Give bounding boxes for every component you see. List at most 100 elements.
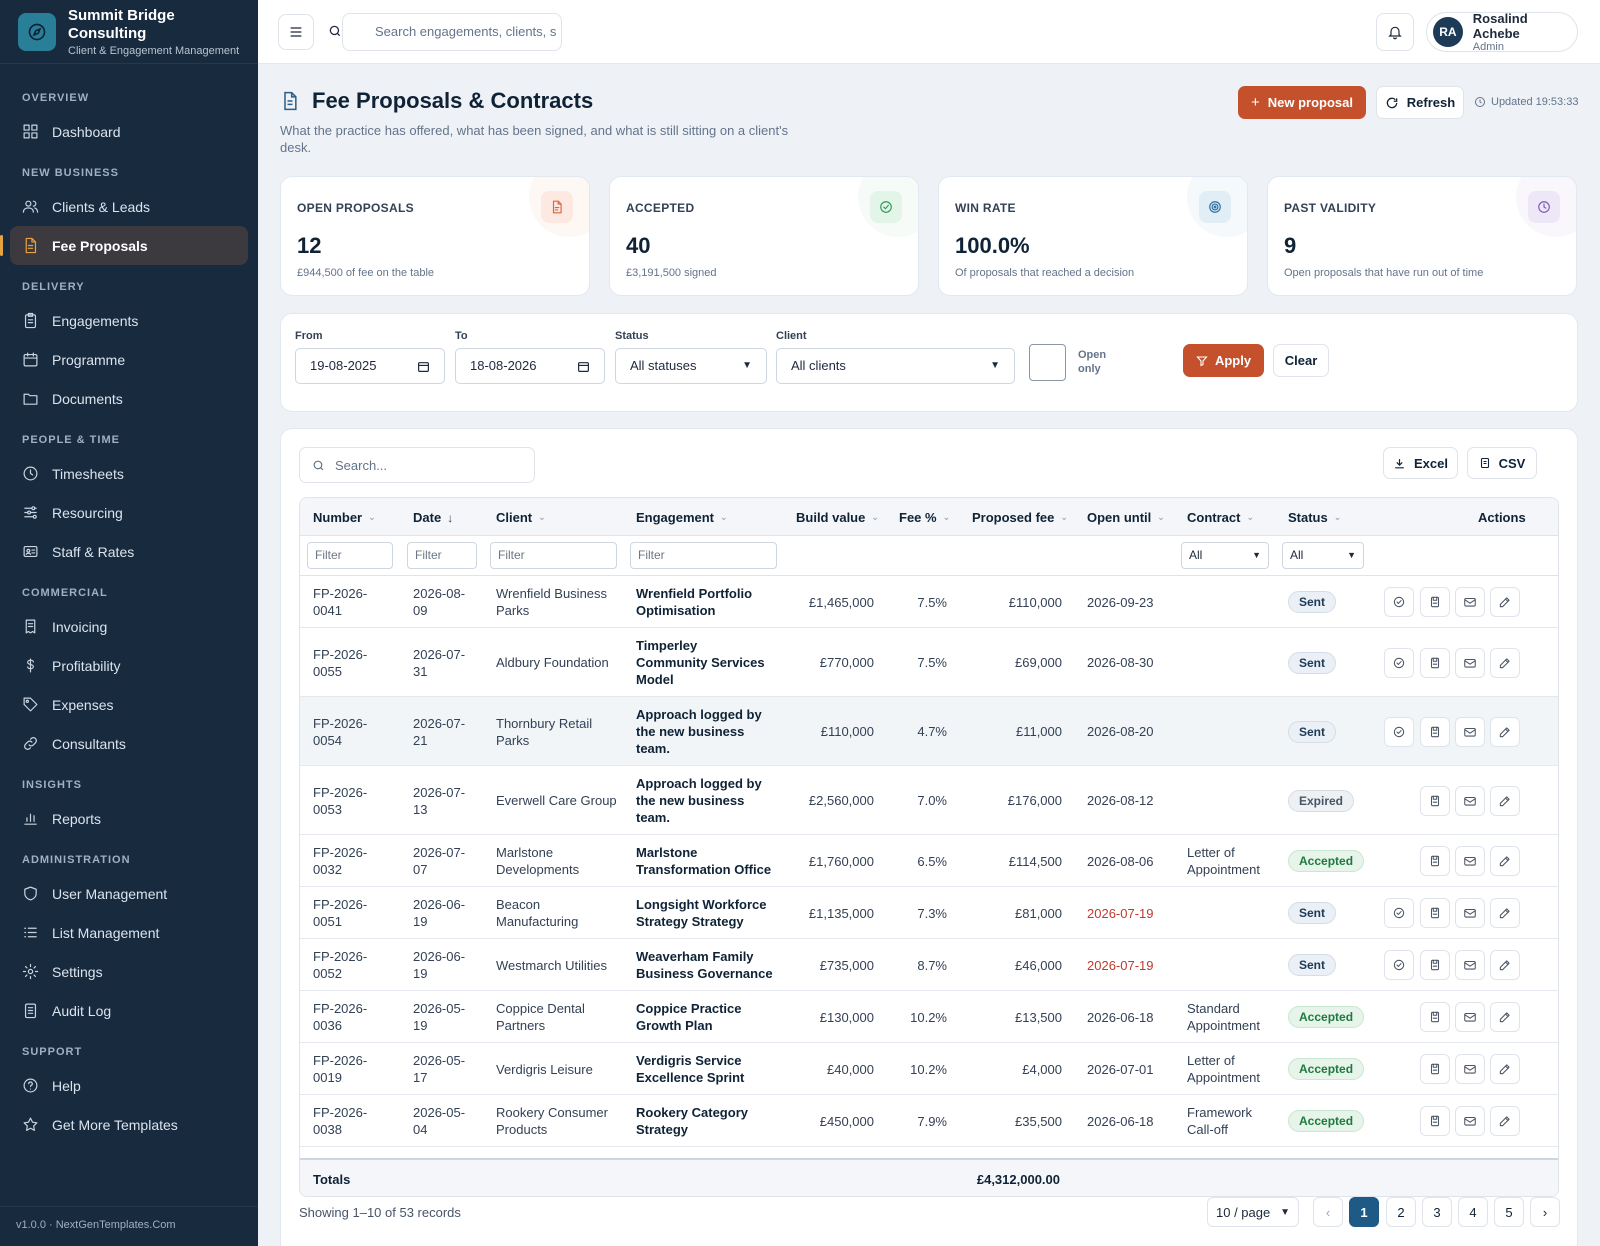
sidebar-item-resourcing[interactable]: Resourcing [0, 493, 258, 532]
col-date-header[interactable]: Date ↓ [413, 510, 453, 525]
export-excel-button[interactable]: Excel [1383, 447, 1458, 479]
col-client-filter-input[interactable]: Filter [490, 542, 617, 569]
save-button[interactable] [1420, 1054, 1450, 1084]
table-row[interactable]: FP-2026- 0019 2026-05- 17 Verdigris Leisure V… [300, 1043, 1558, 1095]
email-button[interactable] [1455, 587, 1485, 617]
save-button[interactable] [1420, 1002, 1450, 1032]
sidebar-item-clients-leads[interactable]: Clients & Leads [0, 187, 258, 226]
sidebar-item-dashboard[interactable]: Dashboard [0, 112, 258, 151]
sidebar-item-invoicing[interactable]: Invoicing [0, 607, 258, 646]
sidebar-item-consultants[interactable]: Consultants [0, 724, 258, 763]
accept-button[interactable] [1384, 648, 1414, 678]
accept-button[interactable] [1384, 587, 1414, 617]
open-only-checkbox[interactable] [1029, 344, 1066, 381]
sidebar-item-user-management[interactable]: User Management [0, 874, 258, 913]
sidebar-item-list-management[interactable]: List Management [0, 913, 258, 952]
clear-button[interactable]: Clear [1273, 344, 1329, 377]
apply-button[interactable]: Apply [1183, 344, 1264, 377]
col-number-header[interactable]: Number ⌄ [313, 510, 376, 525]
edit-button[interactable] [1490, 1106, 1520, 1136]
table-row[interactable]: FP-2026- 0051 2026-06- 19 Beacon Manufacturin… [300, 887, 1558, 939]
col-engagement-header[interactable]: Engagement ⌄ [636, 510, 728, 525]
edit-button[interactable] [1490, 587, 1520, 617]
edit-button[interactable] [1490, 1054, 1520, 1084]
edit-button[interactable] [1490, 717, 1520, 747]
table-row[interactable]: FP-2026- 0054 2026-07- 21 Thornbury Retail Pa… [300, 697, 1558, 766]
client-select[interactable]: All clients ▼ [776, 348, 1015, 384]
status-filter-select[interactable]: All ▼ [1282, 542, 1364, 569]
page-3-button[interactable]: 3 [1422, 1197, 1452, 1227]
accept-button[interactable] [1384, 950, 1414, 980]
col-actions-header[interactable]: Actions [1478, 510, 1526, 525]
page-2-button[interactable]: 2 [1386, 1197, 1416, 1227]
global-search-input[interactable]: Search engagements, clients, s [342, 13, 562, 51]
page-5-button[interactable]: 5 [1494, 1197, 1524, 1227]
col-status-header[interactable]: Status ⌄ [1288, 510, 1341, 525]
email-button[interactable] [1455, 898, 1485, 928]
page-size-select[interactable]: 10 / page ▼ [1207, 1197, 1299, 1227]
table-row[interactable]: FP-2026- 0041 2026-08- 09 Wrenfield Business… [300, 576, 1558, 628]
next-page-button[interactable]: › [1530, 1197, 1560, 1227]
col-engagement-filter-input[interactable]: Filter [630, 542, 777, 569]
page-1-button[interactable]: 1 [1349, 1197, 1379, 1227]
email-button[interactable] [1455, 786, 1485, 816]
table-search-input[interactable]: Search... [299, 447, 535, 483]
email-button[interactable] [1455, 950, 1485, 980]
email-button[interactable] [1455, 1054, 1485, 1084]
table-row[interactable]: FP-2026- 0052 2026-06- 19 Westmarch Utilitie… [300, 939, 1558, 991]
edit-button[interactable] [1490, 786, 1520, 816]
table-row[interactable]: FP-2026- 0053 2026-07- 13 Everwell Care Grou… [300, 766, 1558, 835]
col-build-value-header[interactable]: Build value ⌄ [796, 510, 879, 525]
save-button[interactable] [1420, 1106, 1450, 1136]
sidebar-item-programme[interactable]: Programme [0, 340, 258, 379]
accept-button[interactable] [1384, 717, 1414, 747]
user-menu[interactable]: RA Rosalind Achebe Admin [1426, 11, 1578, 53]
email-button[interactable] [1455, 1106, 1485, 1136]
status-select[interactable]: All statuses ▼ [615, 348, 767, 384]
export-csv-button[interactable]: CSV [1467, 447, 1537, 479]
notifications-button[interactable] [1376, 13, 1414, 51]
col-proposed-fee-header[interactable]: Proposed fee ⌄ [972, 510, 1068, 525]
sidebar-item-get-more-templates[interactable]: Get More Templates [0, 1105, 258, 1144]
col-open-until-header[interactable]: Open until ⌄ [1087, 510, 1165, 525]
sidebar-item-audit-log[interactable]: Audit Log [0, 991, 258, 1030]
table-row[interactable]: FP-2026- 0038 2026-05- 04 Rookery Consumer Pr… [300, 1095, 1558, 1147]
new-proposal-button[interactable]: + New proposal [1238, 86, 1366, 119]
sidebar-item-help[interactable]: Help [0, 1066, 258, 1105]
sidebar-item-engagements[interactable]: Engagements [0, 301, 258, 340]
table-row[interactable]: FP-2026- 0032 2026-07- 07 Marlstone Developme… [300, 835, 1558, 887]
contract-filter-select[interactable]: All ▼ [1181, 542, 1269, 569]
email-button[interactable] [1455, 717, 1485, 747]
table-row[interactable]: FP-2026- 0036 2026-05- 19 Coppice Dental Part… [300, 991, 1558, 1043]
prev-page-button[interactable]: ‹ [1313, 1197, 1343, 1227]
save-button[interactable] [1420, 898, 1450, 928]
col-number-filter-input[interactable]: Filter [307, 542, 393, 569]
sidebar-item-fee-proposals[interactable]: Fee Proposals [0, 226, 248, 265]
email-button[interactable] [1455, 1002, 1485, 1032]
edit-button[interactable] [1490, 950, 1520, 980]
save-button[interactable] [1420, 717, 1450, 747]
save-button[interactable] [1420, 587, 1450, 617]
sidebar-item-timesheets[interactable]: Timesheets [0, 454, 258, 493]
save-button[interactable] [1420, 648, 1450, 678]
email-button[interactable] [1455, 648, 1485, 678]
sidebar-item-settings[interactable]: Settings [0, 952, 258, 991]
col-client-header[interactable]: Client ⌄ [496, 510, 546, 525]
edit-button[interactable] [1490, 648, 1520, 678]
sidebar-item-profitability[interactable]: Profitability [0, 646, 258, 685]
col-fee-pct-header[interactable]: Fee % ⌄ [899, 510, 950, 525]
table-row[interactable]: FP-2026- 0055 2026-07- 31 Aldbury Foundation… [300, 628, 1558, 697]
from-date-input[interactable]: 19-08-2025 [295, 348, 445, 384]
sidebar-item-documents[interactable]: Documents [0, 379, 258, 418]
col-contract-header[interactable]: Contract ⌄ [1187, 510, 1254, 525]
save-button[interactable] [1420, 786, 1450, 816]
accept-button[interactable] [1384, 898, 1414, 928]
to-date-input[interactable]: 18-08-2026 [455, 348, 605, 384]
sidebar-item-staff-rates[interactable]: Staff & Rates [0, 532, 258, 571]
sidebar-item-reports[interactable]: Reports [0, 799, 258, 838]
page-4-button[interactable]: 4 [1458, 1197, 1488, 1227]
edit-button[interactable] [1490, 1002, 1520, 1032]
sidebar-item-expenses[interactable]: Expenses [0, 685, 258, 724]
menu-button[interactable] [278, 14, 314, 50]
email-button[interactable] [1455, 846, 1485, 876]
